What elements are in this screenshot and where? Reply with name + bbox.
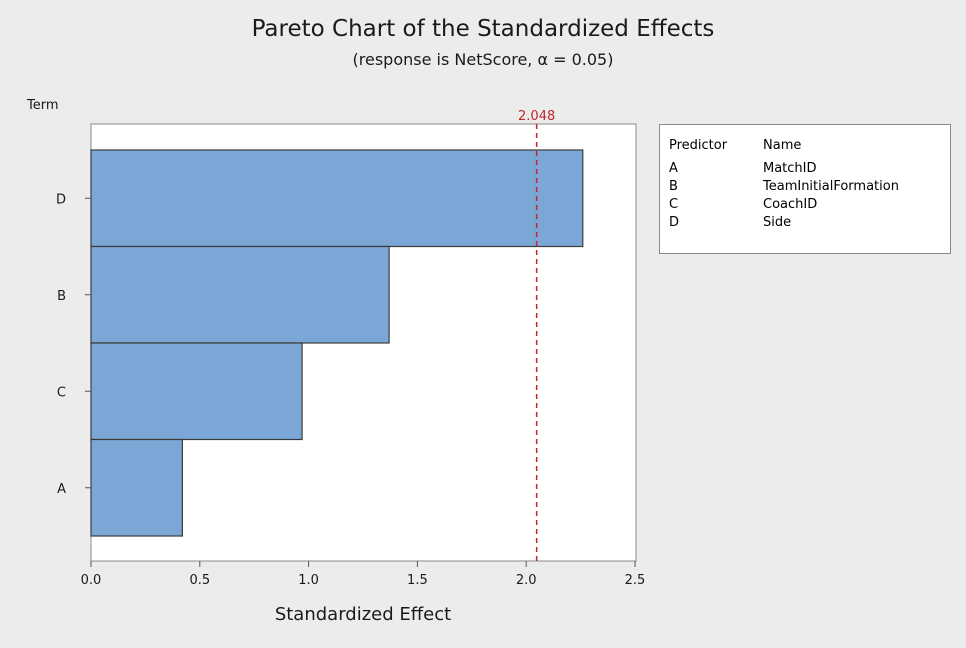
chart-title: Pareto Chart of the Standardized Effects — [251, 16, 715, 42]
y-tick-label: C — [57, 385, 66, 400]
effect-bar — [90, 245, 390, 344]
x-tick-label: 0.0 — [81, 573, 102, 588]
y-tick-label: A — [57, 482, 66, 497]
legend-predictor: D — [669, 215, 680, 230]
legend-predictor: C — [669, 197, 679, 212]
reference-line-label: 2.048 — [518, 109, 555, 124]
x-tick-label: 2.0 — [516, 573, 537, 588]
effect-bar — [90, 342, 303, 441]
x-tick-label: 0.5 — [189, 573, 210, 588]
x-tick-label: 2.5 — [625, 573, 646, 588]
predictor-legend: Predictor Name A MatchID B TeamInitialFo… — [659, 124, 951, 254]
effect-bar — [90, 438, 183, 537]
x-axis-label: Standardized Effect — [274, 604, 452, 625]
y-axis-label: Term — [27, 98, 59, 113]
legend-name: MatchID — [763, 161, 817, 176]
y-tick-label: B — [57, 289, 66, 304]
x-tick-label: 1.5 — [407, 573, 428, 588]
effect-bar — [90, 149, 584, 248]
legend-predictor: B — [669, 179, 678, 194]
y-tick-label: D — [56, 192, 66, 207]
legend-name: Side — [763, 215, 792, 230]
chart-subtitle: (response is NetScore, α = 0.05) — [352, 50, 614, 69]
legend-header-name: Name — [763, 138, 802, 153]
legend-name: CoachID — [763, 197, 818, 212]
legend-name: TeamInitialFormation — [763, 179, 899, 194]
legend-predictor: A — [669, 161, 678, 176]
x-tick-label: 1.0 — [298, 573, 319, 588]
legend-header-predictor: Predictor — [669, 138, 728, 153]
